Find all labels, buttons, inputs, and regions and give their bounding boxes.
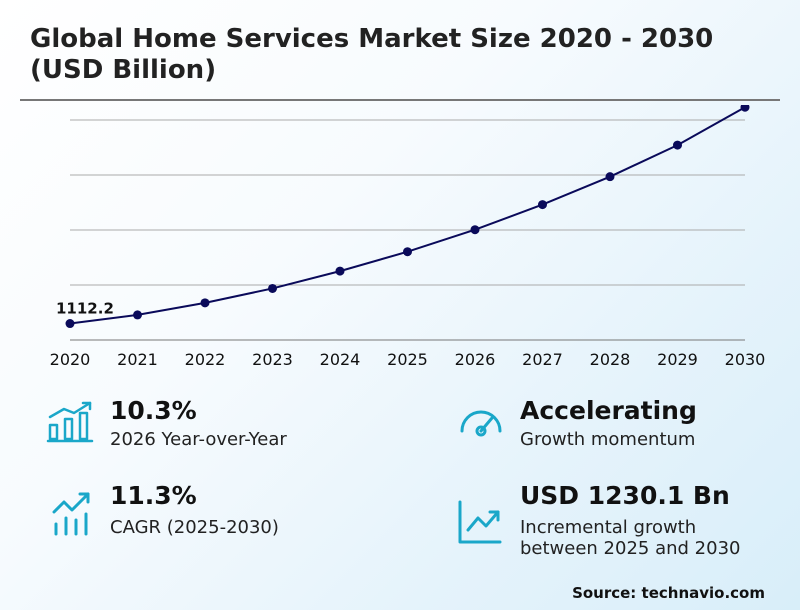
speedometer-icon <box>460 410 502 437</box>
data-point <box>268 283 277 293</box>
x-tick-label: 2023 <box>252 350 293 369</box>
stat-desc: Incremental growth <box>520 517 697 538</box>
line-chart-up-icon <box>458 500 502 544</box>
bar-growth-icon <box>46 401 94 443</box>
x-tick-label: 2020 <box>50 350 91 369</box>
x-tick-label: 2030 <box>725 350 766 369</box>
x-tick-label: 2029 <box>657 350 698 369</box>
x-tick-label: 2024 <box>320 350 361 369</box>
data-point <box>605 172 615 182</box>
chart-title: Global Home Services Market Size 2020 - … <box>30 24 714 85</box>
x-tick-label: 2028 <box>590 350 631 369</box>
x-tick-label: 2021 <box>117 350 158 369</box>
series-line <box>69 106 746 325</box>
stat-incremental: USD 1230.1 Bn Incremental growth between… <box>400 480 800 570</box>
source-credit: Source: technavio.com <box>572 584 765 602</box>
stat-cagr: 11.3% CAGR (2025-2030) <box>0 480 400 560</box>
stat-desc: 2026 Year-over-Year <box>110 429 287 450</box>
data-label: 1112.2 <box>56 300 114 318</box>
stat-desc: Growth momentum <box>520 429 696 450</box>
stat-value: 10.3% <box>110 396 197 425</box>
stat-value: Accelerating <box>520 396 697 425</box>
data-point <box>335 266 345 276</box>
data-point <box>403 247 412 257</box>
stat-value: USD 1230.1 Bn <box>520 481 730 510</box>
stat-value: 11.3% <box>110 481 197 510</box>
stat-momentum: Accelerating Growth momentum <box>400 395 800 465</box>
data-point <box>470 225 480 235</box>
trend-bars-icon <box>52 492 90 536</box>
x-tick-label: 2027 <box>522 350 563 369</box>
data-point <box>740 105 750 112</box>
title-divider <box>20 99 780 101</box>
data-point <box>200 298 210 308</box>
x-tick-label: 2025 <box>387 350 428 369</box>
stat-desc: between 2025 and 2030 <box>520 538 741 559</box>
data-point <box>538 200 547 210</box>
stat-yoy: 10.3% 2026 Year-over-Year <box>0 395 400 465</box>
data-point <box>133 310 142 320</box>
stat-desc: CAGR (2025-2030) <box>110 517 279 538</box>
data-point <box>65 319 75 329</box>
x-tick-label: 2026 <box>455 350 496 369</box>
data-point <box>673 140 682 150</box>
x-tick-label: 2022 <box>185 350 226 369</box>
line-chart: 2020 2021 2022 2023 2024 2025 2026 2027 2028 2029… <box>50 105 766 369</box>
